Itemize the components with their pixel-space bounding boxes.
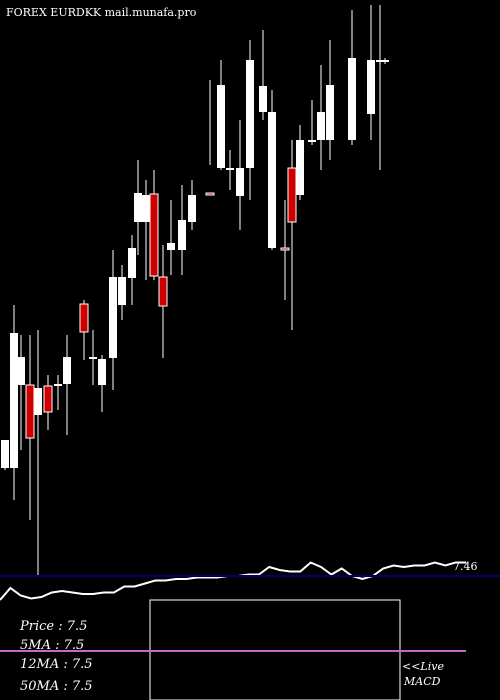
candle-body <box>317 112 325 140</box>
candle-body <box>158 276 168 307</box>
candle-body <box>89 357 97 359</box>
candle-body <box>17 357 25 385</box>
candle-body <box>34 388 42 415</box>
candle-body <box>25 384 35 439</box>
candle-body <box>308 140 316 142</box>
candle-body <box>142 195 150 222</box>
candle-body <box>54 384 62 386</box>
candle-body <box>178 220 186 250</box>
candle-body <box>246 60 254 168</box>
candle-body <box>10 333 18 468</box>
candle-body <box>376 60 384 62</box>
candle-body <box>188 195 196 222</box>
candle-body <box>43 385 53 413</box>
candle-body <box>149 193 159 277</box>
legend-12ma: 12MA : 7.5 <box>20 657 93 672</box>
candle-body <box>326 85 334 140</box>
candle-body <box>98 359 106 385</box>
price-axis-label: 7.46 <box>453 560 478 573</box>
candle-body <box>287 167 297 223</box>
price-line <box>0 561 466 601</box>
candlestick-chart <box>1 5 389 575</box>
macd-label: MACD <box>403 675 441 688</box>
candle-body <box>167 243 175 250</box>
legend-50ma: 50MA : 7.5 <box>20 679 93 694</box>
candle-body <box>109 277 117 358</box>
candle-body <box>217 85 225 168</box>
macd-live-label: <<Live <box>402 660 444 673</box>
candle-body <box>118 277 126 305</box>
candle-body <box>348 58 356 140</box>
candle-body <box>296 140 304 195</box>
legend-price: Price : 7.5 <box>19 619 87 634</box>
candle-body <box>259 86 267 112</box>
chart-title: FOREX EURDKK mail.munafa.pro <box>6 6 197 19</box>
candle-body <box>236 168 244 196</box>
legend-5ma: 5MA : 7.5 <box>20 638 84 653</box>
price-line-chart <box>0 561 466 601</box>
candle-body <box>280 247 290 251</box>
candle-body <box>367 60 375 114</box>
candle-body <box>205 192 215 196</box>
candle-body <box>381 60 389 62</box>
candle-body <box>1 440 9 468</box>
candle-body <box>268 112 276 248</box>
candle-body <box>63 357 71 384</box>
candle-body <box>134 193 142 222</box>
candle-body <box>79 303 89 333</box>
candle-body <box>226 168 234 170</box>
candle-body <box>128 248 136 278</box>
